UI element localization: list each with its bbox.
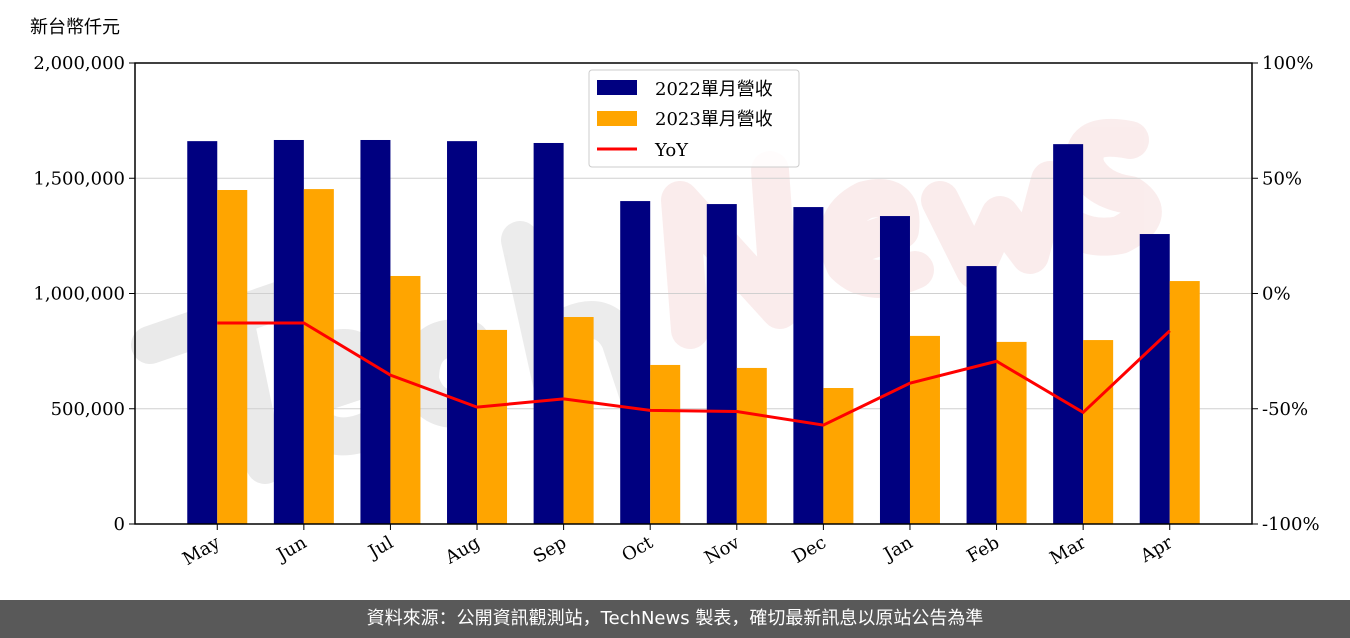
y-axis-label: 新台幣仟元 [30,17,120,38]
bar-2022單月營收-Aug [447,141,478,524]
x-tick-label: Jul [363,532,397,564]
x-tick-label: Dec [789,532,830,568]
bar-2022單月營收-Sep [533,142,564,524]
y-tick-label: 2,000,000 [33,53,125,74]
y2-tick-label: 50% [1262,168,1302,189]
yoy-line [217,321,1171,427]
bar-2023單月營收-Nov [736,367,767,524]
bar-2023單月營收-Jun [303,189,334,524]
legend-label-2023: 2023單月營收 [655,109,773,130]
bar-2022單月營收-Dec [793,207,824,524]
bar-2023單月營收-Dec [823,388,854,524]
bar-2022單月營收-Jun [273,139,304,524]
bar-2023單月營收-Sep [563,317,594,524]
y-tick-label: 500,000 [51,399,125,420]
bar-2022單月營收-Nov [706,204,737,525]
y2-tick-label: 0% [1262,284,1291,305]
source-footer: 資料來源：公開資訊觀測站，TechNews 製表，確切最新訊息以原站公告為準 [0,600,1350,638]
bar-2022單月營收-Jul [360,139,391,524]
plot-frame [134,62,1253,525]
y2-tick-label: -100% [1262,514,1320,535]
x-tick-label: May [179,532,224,570]
bar-2023單月營收-Feb [996,341,1027,524]
x-tick-label: Mar [1046,532,1090,569]
x-tick-label: Aug [441,532,484,569]
x-tick-label: Oct [618,532,657,567]
bar-2022單月營收-Mar [1053,144,1084,525]
legend: 2022單月營收 2023單月營收 YoY [588,69,800,168]
bar-2023單月營收-Mar [1083,340,1114,524]
bar-2023單月營收-Jan [909,335,940,524]
legend-label-2022: 2022單月營收 [655,79,773,100]
bar-2022單月營收-Jan [879,216,910,524]
watermark-stroke-s [1056,118,1162,256]
bar-2023單月營收-May [217,190,248,524]
x-tick-label: Apr [1136,532,1176,567]
legend-swatch-2022 [597,80,637,95]
y2-tick-label: -50% [1262,399,1308,420]
bar-2023單月營收-Jul [390,275,421,524]
bar-2022單月營收-Apr [1139,234,1170,524]
x-tick-label: Feb [963,532,1003,567]
legend-label-yoy: YoY [654,140,689,161]
watermark-stroke-e2 [819,179,934,298]
watermark-stroke-w [921,161,1069,289]
x-tick-label: Jun [272,532,311,567]
x-tick-label: Nov [701,532,744,569]
y-tick-label: 0 [114,514,125,535]
bar-2022單月營收-Oct [620,201,651,524]
y2-tick-label: 100% [1262,53,1313,74]
bar-2023單月營收-Aug [477,329,508,524]
bar-2022單月營收-Feb [966,266,997,524]
bar-2023單月營收-Oct [650,364,681,524]
x-tick-label: Jan [879,532,917,566]
x-tick-label: Sep [530,532,570,567]
chart: 0 500,000 1,000,000 1,500,000 2,000,000 -100%… [30,17,1320,570]
bar-2022單月營收-May [187,141,218,524]
legend-swatch-2023 [597,111,637,126]
y-tick-label: 1,000,000 [33,284,125,305]
bar-2023單月營收-Apr [1169,281,1200,524]
y-tick-label: 1,500,000 [33,168,125,189]
